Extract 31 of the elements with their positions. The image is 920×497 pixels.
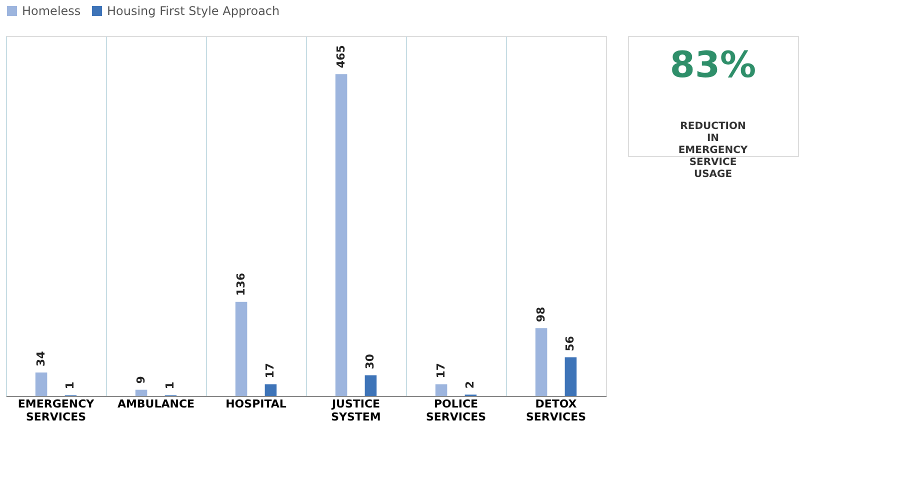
text: REDUCTION IN EMERGENCY SERVICE USAGE: [678, 121, 748, 180]
bar: [264, 384, 277, 396]
data-label: 34: [34, 350, 48, 366]
x-tick-label: HOSPITAL: [226, 398, 286, 410]
bar: [35, 372, 48, 396]
x-tick-label: JUSTICE SYSTEM: [330, 398, 381, 424]
data-label: 1: [64, 382, 77, 390]
data-label: 9: [134, 376, 148, 384]
bar: [535, 328, 548, 396]
bar: [564, 357, 577, 396]
data-label: 2: [464, 380, 477, 389]
data-label: 17: [434, 362, 448, 378]
data-label: 17: [264, 362, 277, 378]
data-label: 30: [364, 354, 377, 370]
bar: [235, 302, 248, 396]
bar: [135, 390, 148, 396]
legend-label: Housing First Style Approach: [107, 4, 280, 18]
bar: [364, 375, 377, 396]
data-label: 136: [234, 272, 248, 296]
x-tick-label: AMBULANCE: [117, 398, 195, 410]
bar: [435, 384, 448, 396]
data-label: 98: [534, 306, 548, 322]
data-label: 56: [564, 336, 577, 352]
data-label: 1: [164, 382, 177, 390]
x-tick-label: POLICE SERVICES: [426, 398, 486, 424]
x-tick-label: DETOX SERVICES: [526, 398, 586, 424]
x-tick-label: EMERGENCY SERVICES: [18, 398, 96, 424]
legend-label: Homeless: [22, 4, 81, 18]
text: 83%: [670, 45, 756, 86]
data-label: 465: [334, 45, 348, 68]
bar: [335, 74, 348, 396]
